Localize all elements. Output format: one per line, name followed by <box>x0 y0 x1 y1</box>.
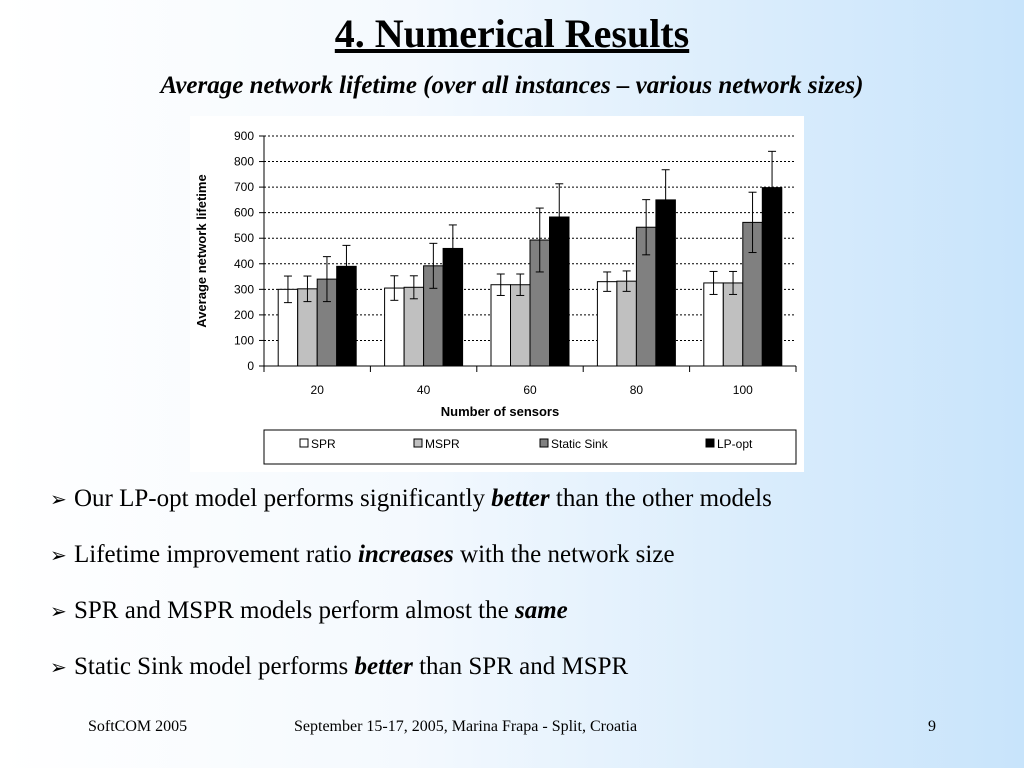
y-tick-label: 200 <box>234 308 254 322</box>
bullet-emphasis: increases <box>357 541 454 568</box>
slide-title: 4. Numerical Results <box>334 11 690 56</box>
legend-swatch <box>705 438 715 448</box>
arrow-bullet-icon: ➢ <box>50 599 67 623</box>
x-tick-label: 60 <box>523 383 537 397</box>
x-tick-label: 80 <box>630 383 644 397</box>
x-tick-label: 40 <box>417 383 431 397</box>
footer-date-location: September 15-17, 2005, Marina Frapa - Sp… <box>294 718 638 735</box>
bullet-text: SPR and MSPR models perform almost the <box>74 597 515 624</box>
arrow-bullet-icon: ➢ <box>50 655 67 679</box>
bullet-item: ➢ Static Sink model performs better than … <box>50 652 772 708</box>
bullet-text: Static Sink model performs <box>74 653 355 680</box>
y-tick-label: 0 <box>247 359 254 373</box>
y-tick-label: 900 <box>234 129 254 143</box>
bar-spr <box>703 282 724 367</box>
y-tick-label: 300 <box>234 282 254 296</box>
bar-mspr <box>616 280 637 367</box>
legend-swatch <box>299 438 309 448</box>
bar-spr <box>596 281 618 367</box>
y-tick-label: 100 <box>234 333 254 347</box>
footer-conference: SoftCOM 2005 <box>88 718 188 735</box>
bullet-item: ➢ SPR and MSPR models perform almost the … <box>50 596 772 652</box>
bullet-item: ➢ Our LP-opt model performs significantly… <box>50 484 772 540</box>
bullet-text: Our LP-opt model performs significantly <box>74 485 492 512</box>
bullet-emphasis: same <box>514 597 568 624</box>
y-tick-label: 800 <box>234 155 254 169</box>
x-axis-title: Number of sensors <box>441 404 559 419</box>
x-tick-label: 20 <box>311 383 325 397</box>
y-axis-title: Average network lifetime <box>194 174 209 327</box>
y-tick-label: 600 <box>234 206 254 220</box>
arrow-bullet-icon: ➢ <box>50 487 67 511</box>
footer-page-number: 9 <box>928 718 936 735</box>
legend-label: SPR <box>311 437 336 451</box>
legend-label: Static Sink <box>551 437 609 451</box>
legend-swatch <box>413 438 423 448</box>
bullet-emphasis: better <box>354 653 413 680</box>
legend-label: LP-opt <box>717 437 753 451</box>
bullet-emphasis: better <box>491 485 550 512</box>
y-tick-label: 400 <box>234 257 254 271</box>
bullet-list: ➢ Our LP-opt model performs significantly… <box>50 484 772 708</box>
slide-subtitle: Average network lifetime (over all insta… <box>160 72 864 99</box>
bar-mspr <box>722 282 744 367</box>
bar-spr <box>490 284 511 367</box>
legend-label: MSPR <box>425 437 460 451</box>
y-tick-label: 500 <box>234 231 254 245</box>
bullet-item: ➢ Lifetime improvement ratio increases wi… <box>50 540 772 596</box>
x-tick-label: 100 <box>733 383 753 397</box>
lifetime-bar-chart: 0 100 200 300 400 500 600 700 800 900 20 40 60 80 100 N… <box>190 116 804 472</box>
bullet-text: with the network size <box>453 541 675 568</box>
chart-svg: 0 100 200 300 400 500 600 700 800 900 20 40 60 80 100 N… <box>194 129 797 465</box>
bullet-text: Lifetime improvement ratio <box>74 541 358 568</box>
legend-swatch <box>539 438 549 448</box>
bar-mspr <box>510 284 531 367</box>
y-tick-label: 700 <box>234 180 254 194</box>
arrow-bullet-icon: ➢ <box>50 543 67 567</box>
bullet-text: than SPR and MSPR <box>412 653 629 680</box>
bullet-text: than the other models <box>549 485 772 512</box>
